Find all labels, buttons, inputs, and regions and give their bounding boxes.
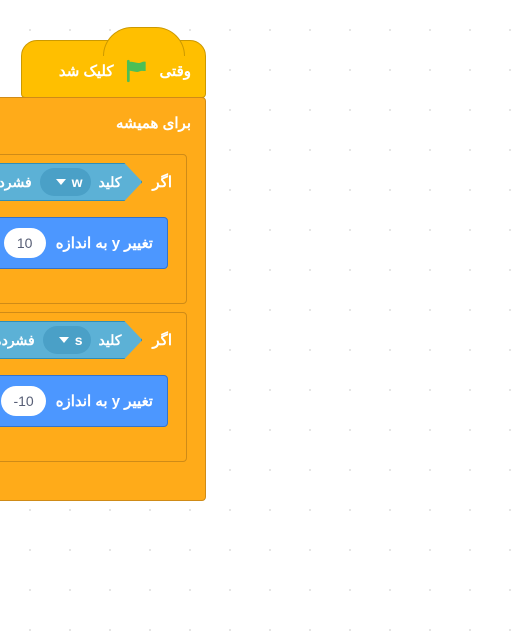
change-y-value-2[interactable]: -10 (1, 386, 45, 416)
if1-body: تغییر y به اندازه 10 تا (0, 209, 168, 277)
key-pressed-post-1: فشرده شده؟ (0, 174, 32, 191)
if-block-2[interactable]: اگر کلید s فشرده شده؟ آنگاه تغییر y به ا… (0, 312, 187, 462)
key-dropdown-1[interactable]: w (40, 168, 91, 196)
key-pressed-post-2: فشرده شده؟ (0, 332, 35, 349)
if2-if-label: اگر (152, 331, 172, 349)
hat-text-pre: وقتی (160, 62, 191, 80)
if1-header: اگر کلید w فشرده شده؟ آنگاه (0, 155, 186, 209)
if1-if-label: اگر (152, 173, 172, 191)
key-pressed-pre-1: کلید (99, 174, 122, 191)
chevron-down-icon (59, 337, 69, 343)
if2-body: تغییر y به اندازه -10 تا (0, 367, 168, 435)
change-y-block-2[interactable]: تغییر y به اندازه -10 تا (0, 375, 168, 427)
change-y-value-1[interactable]: 10 (4, 228, 46, 258)
key-pressed-reporter-2[interactable]: کلید s فشرده شده؟ (0, 321, 142, 359)
when-flag-clicked-block[interactable]: وقتی کلیک شد (21, 40, 206, 98)
key-pressed-reporter-1[interactable]: کلید w فشرده شده؟ (0, 163, 142, 201)
if2-footer (0, 435, 186, 461)
change-y-pre-2: تغییر y به اندازه (56, 392, 153, 410)
forever-footer (0, 470, 205, 500)
forever-body: اگر کلید w فشرده شده؟ آنگاه تغییر y به ا… (0, 146, 187, 470)
hat-text-post: کلیک شد (59, 62, 114, 80)
if2-header: اگر کلید s فشرده شده؟ آنگاه (0, 313, 186, 367)
forever-block[interactable]: برای همیشه اگر کلید w فشرده شده؟ آنگاه (0, 97, 206, 501)
forever-header: برای همیشه (0, 98, 205, 146)
green-flag-icon (124, 58, 150, 84)
forever-label: برای همیشه (116, 114, 191, 132)
if1-footer (0, 277, 186, 303)
key-dropdown-value-1: w (72, 174, 83, 190)
if-block-1[interactable]: اگر کلید w فشرده شده؟ آنگاه تغییر y به ا… (0, 154, 187, 304)
key-dropdown-2[interactable]: s (43, 326, 91, 354)
chevron-down-icon (56, 179, 66, 185)
key-dropdown-value-2: s (75, 332, 83, 348)
change-y-block-1[interactable]: تغییر y به اندازه 10 تا (0, 217, 168, 269)
key-pressed-pre-2: کلید (99, 332, 122, 349)
block-stack: وقتی کلیک شد برای همیشه اگر کلید w (0, 40, 206, 501)
change-y-pre-1: تغییر y به اندازه (56, 234, 153, 252)
